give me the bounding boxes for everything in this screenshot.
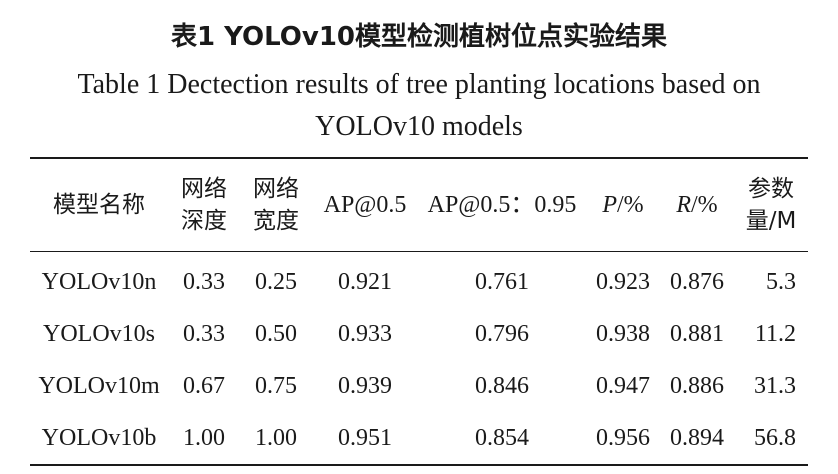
cell-model-name: YOLOv10m [38,372,160,399]
header-model-name-text: 模型名称 [53,192,145,218]
cell-network-depth: 0.67 [183,372,225,399]
cell-recall: 0.881 [670,320,724,347]
cell-precision: 0.956 [596,424,650,451]
cell-model-name: YOLOv10n [41,268,157,295]
table-title-english-line-2: YOLOv10 models [315,111,523,142]
cell-ap50-95: 0.846 [475,372,529,399]
header-recall-variable: R [676,192,691,218]
header-parameters-line-2: 量/M [745,208,797,234]
table-row: YOLOv10n 0.33 0.25 0.921 0.761 0.923 0.8… [30,252,808,309]
header-precision-unit: /% [617,192,644,218]
cell-network-width: 0.75 [255,372,297,399]
cell-recall: 0.876 [670,268,724,295]
header-network-depth-line-1: 网络 [181,176,227,202]
cell-model-name: YOLOv10s [43,320,155,347]
header-recall-unit: /% [691,192,718,218]
cell-network-depth: 0.33 [183,268,225,295]
results-table: 模型名称 网络 深度 网络 宽度 AP@0.5 AP@0.5：0.95 P/% … [30,157,808,466]
cell-ap50-95: 0.761 [475,268,529,295]
header-network-width: 网络 宽度 [240,158,312,252]
cell-ap50: 0.933 [338,320,392,347]
cell-ap50-95: 0.796 [475,320,529,347]
cell-parameters: 11.2 [754,320,796,347]
cell-precision: 0.923 [596,268,650,295]
cell-network-width: 0.50 [255,320,297,347]
header-network-depth-line-2: 深度 [181,208,227,234]
table-row: YOLOv10m 0.67 0.75 0.939 0.846 0.947 0.8… [30,360,808,412]
header-network-width-line-2: 宽度 [253,208,299,234]
header-precision-variable: P [602,192,617,218]
header-ap50-95: AP@0.5：0.95 [418,158,586,252]
header-ap50-text: AP@0.5 [323,192,407,218]
table-title-english-line-1: Table 1 Dectection results of tree plant… [77,69,761,100]
cell-ap50: 0.951 [338,424,392,451]
header-recall: R/% [660,158,734,252]
header-parameters: 参数 量/M [734,158,808,252]
table-row: YOLOv10b 1.00 1.00 0.951 0.854 0.956 0.8… [30,412,808,465]
cell-recall: 0.886 [670,372,724,399]
cell-ap50-95: 0.854 [475,424,529,451]
header-row: 模型名称 网络 深度 网络 宽度 AP@0.5 AP@0.5：0.95 P/% … [30,158,808,252]
header-network-width-line-1: 网络 [253,176,299,202]
cell-parameters: 31.3 [754,372,796,399]
header-ap50: AP@0.5 [312,158,418,252]
table-row: YOLOv10s 0.33 0.50 0.933 0.796 0.938 0.8… [30,308,808,360]
table-body: YOLOv10n 0.33 0.25 0.921 0.761 0.923 0.8… [30,252,808,465]
header-parameters-line-1: 参数 [748,176,794,202]
cell-network-width: 1.00 [255,424,297,451]
header-ap50-95-text: AP@0.5：0.95 [427,192,577,218]
cell-network-width: 0.25 [255,268,297,295]
cell-network-depth: 0.33 [183,320,225,347]
cell-network-depth: 1.00 [183,424,225,451]
header-model-name: 模型名称 [30,158,168,252]
table-title-english: Table 1 Dectection results of tree plant… [0,64,838,148]
table-header: 模型名称 网络 深度 网络 宽度 AP@0.5 AP@0.5：0.95 P/% … [30,158,808,252]
cell-parameters: 5.3 [766,268,796,295]
header-network-depth: 网络 深度 [168,158,240,252]
cell-ap50: 0.921 [338,268,392,295]
cell-recall: 0.894 [670,424,724,451]
table-title-chinese: 表1 YOLOv10模型检测植树位点实验结果 [170,22,668,52]
cell-model-name: YOLOv10b [41,424,157,451]
cell-precision: 0.947 [596,372,650,399]
cell-precision: 0.938 [596,320,650,347]
header-precision: P/% [586,158,660,252]
cell-ap50: 0.939 [338,372,392,399]
cell-parameters: 56.8 [754,424,796,451]
